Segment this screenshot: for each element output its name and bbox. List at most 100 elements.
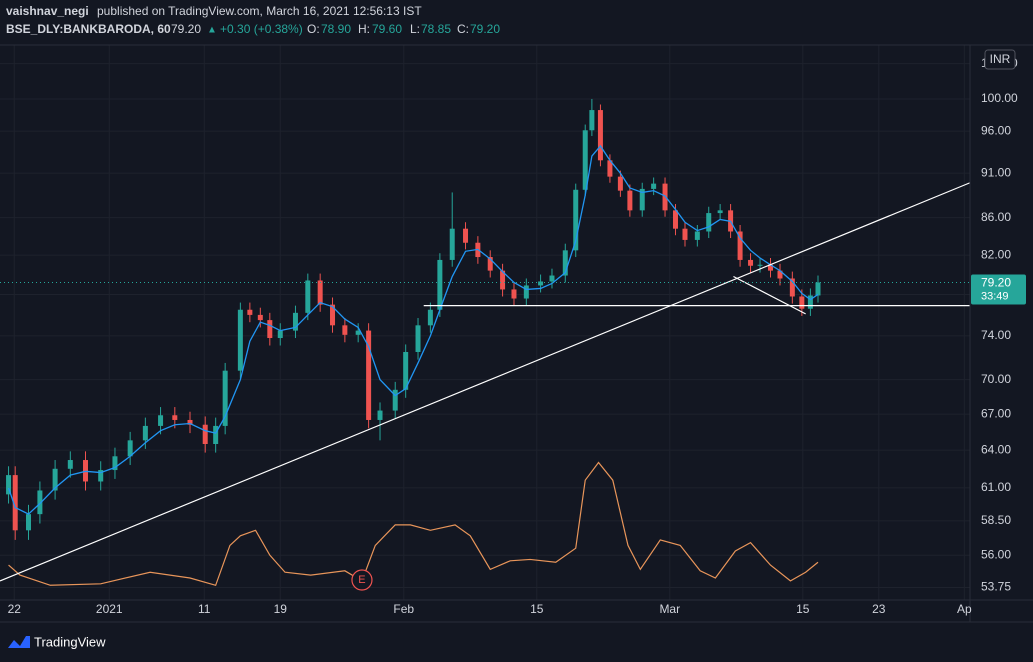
price: 79.20 <box>171 22 201 36</box>
candle-body <box>392 389 398 411</box>
candle-body <box>589 110 595 131</box>
plot-area <box>0 45 971 600</box>
y-tick-label: 61.00 <box>981 480 1011 494</box>
candle-body <box>463 228 469 243</box>
candle-body <box>98 470 104 482</box>
candle-body <box>355 330 361 335</box>
candle-body <box>26 514 32 531</box>
candle-body <box>403 352 409 390</box>
candle-body <box>737 231 743 260</box>
y-tick-label: 96.00 <box>981 123 1011 137</box>
candle-body <box>717 210 723 214</box>
x-tick-label: 22 <box>8 602 22 616</box>
indicator-line <box>8 461 819 586</box>
candle-body <box>377 410 383 420</box>
candle-body <box>305 280 311 313</box>
candle-body <box>627 190 633 211</box>
publisher: vaishnav_negi <box>6 4 89 18</box>
y-tick-label: 56.00 <box>981 547 1011 561</box>
y-tick-label: 70.00 <box>981 372 1011 386</box>
o-label: O: <box>307 22 320 36</box>
y-tick-label: 53.75 <box>981 580 1011 594</box>
candle-body <box>767 264 773 271</box>
low: 78.85 <box>421 22 451 36</box>
currency-box <box>984 49 1016 70</box>
event-label: E <box>358 574 365 586</box>
candle-body <box>213 425 219 445</box>
last-price-label: 79.20 <box>981 276 1011 290</box>
event-marker <box>351 569 373 591</box>
open: 78.90 <box>321 22 351 36</box>
x-tick-label: 15 <box>796 602 810 616</box>
candle-body <box>757 264 763 266</box>
candle-body <box>582 130 588 190</box>
candle-body <box>500 270 506 290</box>
candle-body <box>202 424 208 445</box>
candle-body <box>748 259 754 266</box>
c-label: C: <box>457 22 469 36</box>
x-tick-label: 23 <box>872 602 886 616</box>
candle-body <box>317 280 323 305</box>
y-tick-label: 64.00 <box>981 442 1011 456</box>
x-tick-label: 2021 <box>96 602 123 616</box>
candle-body <box>222 370 228 426</box>
candle-body <box>12 475 18 531</box>
published-text: published on TradingView.com, March 16, … <box>97 4 422 18</box>
y-tick-label: 86.00 <box>981 210 1011 224</box>
candle-body <box>437 259 443 310</box>
symbol: BSE_DLY:BANKBARODA, 60 <box>6 22 171 36</box>
candle-body <box>639 188 645 211</box>
close: 79.20 <box>470 22 500 36</box>
currency: INR <box>990 52 1011 66</box>
candle-body <box>6 475 12 495</box>
x-tick-label: Mar <box>659 602 680 616</box>
y-tick-label: 100.00 <box>981 91 1018 105</box>
candle-body <box>682 228 688 240</box>
candle-body <box>112 456 118 471</box>
trend-line <box>733 275 806 315</box>
candle-body <box>538 281 544 286</box>
candle-body <box>789 278 795 297</box>
candle-body <box>706 213 712 232</box>
candle-body <box>52 468 58 491</box>
y-tick-label: 91.00 <box>981 165 1011 179</box>
trend-line <box>0 182 971 582</box>
candle-body <box>549 275 555 282</box>
y-tick-label: 58.50 <box>981 513 1011 527</box>
candle-body <box>597 110 603 161</box>
candle-body <box>67 460 73 469</box>
moving-average <box>7 144 819 515</box>
candle-body <box>415 325 421 353</box>
candle-body <box>172 415 178 420</box>
candle-body <box>607 160 613 177</box>
candle-body <box>237 309 243 371</box>
candle-body <box>366 330 372 420</box>
brand: TradingView <box>34 634 106 649</box>
x-tick-label: Feb <box>393 602 414 616</box>
candle-body <box>617 176 623 191</box>
candle-body <box>257 314 263 321</box>
candle-body <box>511 289 517 299</box>
candle-body <box>330 304 336 326</box>
candle-body <box>562 250 568 276</box>
candle-body <box>487 257 493 271</box>
y-tick-label: 74.00 <box>981 328 1011 342</box>
candle-body <box>523 285 529 299</box>
last-price-box <box>971 274 1026 305</box>
high: 79.60 <box>372 22 402 36</box>
candle-body <box>651 183 657 189</box>
candle-body <box>449 228 455 260</box>
y-tick-label: 67.00 <box>981 406 1011 420</box>
candle-body <box>694 231 700 240</box>
candle-body <box>277 330 283 339</box>
candle-body <box>142 425 148 441</box>
l-label: L: <box>410 22 420 36</box>
logo: TradingView <box>8 634 106 649</box>
candle-body <box>158 415 164 426</box>
candle-body <box>777 270 783 279</box>
x-tick-label: 11 <box>198 602 211 616</box>
y-tick-label: 82.00 <box>981 247 1011 261</box>
x-tick-label: 19 <box>274 602 288 616</box>
candle-body <box>573 189 579 251</box>
